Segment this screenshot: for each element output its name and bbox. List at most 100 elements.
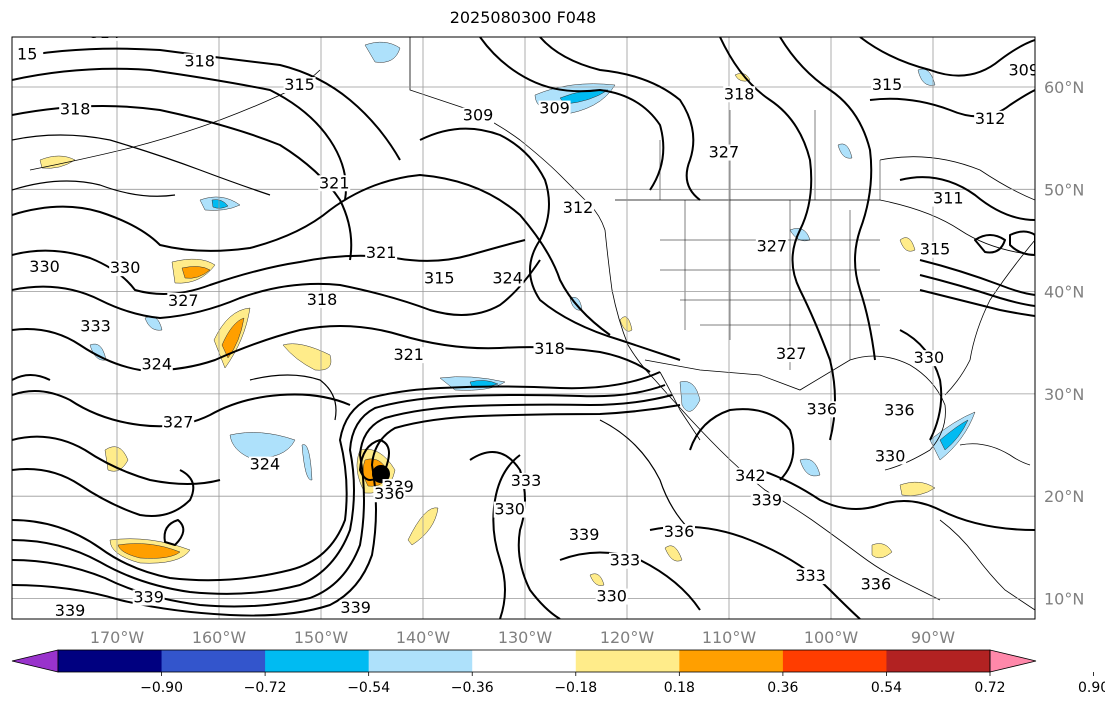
contour-label: 333 (795, 566, 826, 585)
positive-shade (619, 316, 633, 332)
colorbar-tick-label: −0.90 (140, 680, 183, 696)
contour-label-background (162, 414, 195, 431)
contour-label: 324 (142, 354, 173, 373)
contour-label-background (805, 401, 838, 418)
contour-label-background (306, 291, 339, 308)
map-title: 2025080300 F048 (449, 8, 597, 27)
negative-shade (799, 458, 821, 477)
contour-label: 309 (463, 106, 494, 125)
contour-label: 330 (494, 500, 525, 519)
contour-label-background (912, 350, 945, 367)
contour-line (469, 451, 561, 619)
contour-label: 336 (861, 574, 892, 593)
colorbar-tick-label: −0.54 (347, 680, 390, 696)
colorbar-segment (472, 650, 577, 672)
contour-line (899, 329, 943, 441)
contour-label-background (28, 259, 61, 276)
contour-label: 321 (393, 345, 424, 364)
north-america-west-coast (604, 229, 941, 601)
cuba (959, 443, 1031, 466)
contour-label-background (533, 340, 566, 357)
contour-label-background (109, 260, 142, 277)
latitude-label: 60°N (1044, 78, 1084, 97)
contour-label: 15 (17, 44, 37, 63)
contour-line (779, 37, 876, 361)
negative-shade (364, 41, 401, 63)
contour-line (539, 37, 701, 201)
negative-shade (837, 143, 853, 159)
contour-label: 315 (284, 75, 315, 94)
contour-label: 339 (340, 598, 371, 617)
contour-label-background (132, 589, 165, 606)
colorbar-tick-label: 0.18 (664, 680, 695, 696)
contour-line (492, 454, 521, 619)
contour-label: 336 (374, 484, 405, 503)
contour-label: 327 (757, 237, 788, 256)
latitude-labels: 60°N 50°N 40°N 30°N 20°N 10°N (1044, 78, 1084, 609)
contour-label: 311 (933, 189, 964, 208)
longitude-label: 90°W (911, 628, 955, 647)
colorbar-tick-label: −0.18 (554, 680, 597, 696)
negative-shade (301, 444, 313, 481)
contour-label: 312 (563, 198, 594, 217)
colorbar-segment (368, 650, 473, 672)
longitude-label: 160°W (192, 628, 247, 647)
contour-label: 330 (110, 258, 141, 277)
positive-shade (871, 543, 893, 559)
positive-shade (181, 266, 211, 279)
us-canada-border (615, 199, 1035, 256)
storm-center-marker (372, 465, 390, 483)
us-mexico-border (644, 359, 851, 391)
contour-label-background (871, 77, 904, 94)
thin-contours (12, 134, 691, 531)
contour-label: 336 (664, 522, 695, 541)
contour-label-background (932, 190, 965, 207)
contour-label-background (750, 492, 783, 509)
contour-label-background (775, 346, 808, 363)
contour-label-background (510, 472, 543, 489)
colorbar-segment (58, 650, 163, 672)
longitude-labels: 170°W 160°W 150°W 140°W 130°W 120°W 110°W 100°W… (90, 628, 955, 647)
colorbar-extend-high (989, 649, 1037, 673)
positive-shade (899, 237, 916, 252)
negative-shade (939, 419, 969, 451)
contour-label-background (723, 86, 756, 103)
colorbar-segment (886, 650, 991, 672)
contour-label-background (883, 402, 916, 419)
contour-label-background (919, 241, 952, 258)
contour-label-background (79, 318, 112, 335)
contour-label-background (568, 527, 601, 544)
contour-line (12, 404, 681, 617)
contour-line (359, 439, 390, 481)
contour-line (759, 469, 1035, 531)
contour-label-background (734, 467, 767, 484)
contour-label: 321 (319, 173, 350, 192)
baja-california (659, 371, 701, 441)
contour-label: 339 (55, 601, 86, 620)
contour-label-background (859, 576, 892, 593)
east-coast (944, 239, 1035, 396)
latitude-label: 30°N (1044, 385, 1084, 404)
contour-label-background (167, 292, 200, 309)
latitude-label: 40°N (1044, 283, 1084, 302)
contour-label-background (562, 199, 595, 216)
contour-label: 330 (914, 348, 945, 367)
positive-shade (589, 573, 605, 586)
colorbar-frame (57, 649, 991, 673)
contour-label: 327 (776, 344, 807, 363)
contour-line (12, 134, 271, 196)
contour-label-background (1007, 62, 1035, 79)
contour-line (12, 47, 401, 161)
map-frame (11, 36, 1036, 620)
contour-label: 312 (975, 109, 1006, 128)
contour-label-background (140, 356, 173, 373)
contour-label-background (339, 599, 372, 616)
colorbar-tick-label: 0.72 (974, 680, 1005, 696)
contour-label: 327 (709, 143, 740, 162)
contour-line (919, 274, 1035, 307)
contour-line (12, 371, 661, 582)
contour-label-background (373, 486, 406, 503)
contour-label: 318 (724, 84, 755, 103)
longitude-label: 170°W (90, 628, 145, 647)
contour-label: 309 (1009, 61, 1040, 80)
